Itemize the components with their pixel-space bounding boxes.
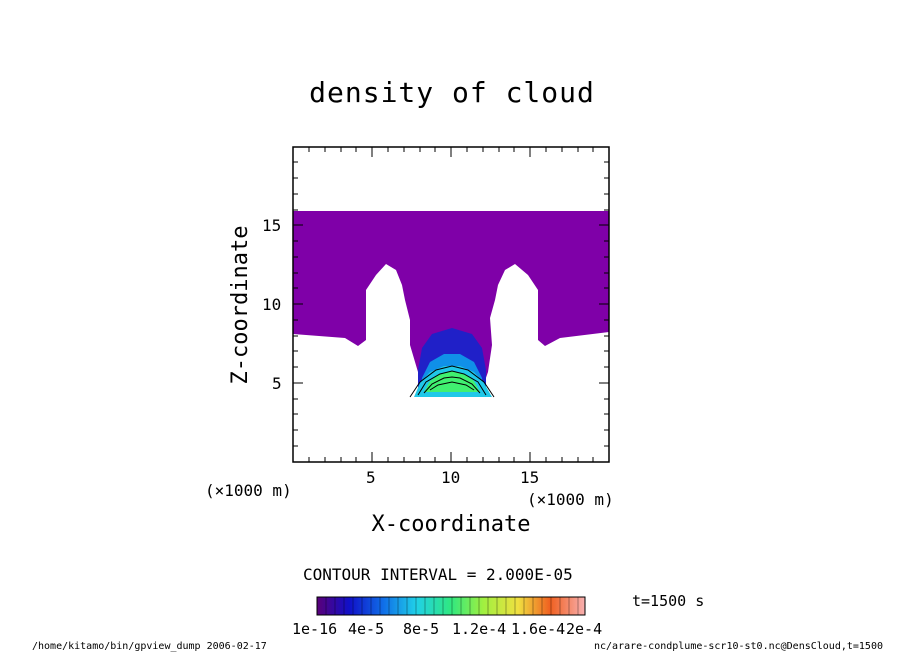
chart-title: density of cloud [309, 76, 595, 109]
contour-line [417, 370, 487, 396]
contour-line [429, 381, 475, 391]
colorbar-tick-label: 2e-4 [566, 620, 603, 638]
x-tick-label: 10 [441, 468, 461, 487]
contour-interval-label: CONTOUR INTERVAL = 2.000E-05 [303, 565, 573, 584]
x-tick-label: 15 [520, 468, 540, 487]
cloud-region-low [293, 211, 609, 395]
y-axis-ticks [293, 161, 609, 447]
y-tick-label: 5 [272, 374, 282, 393]
colorbar-tick-label: 1e-16 [292, 620, 338, 638]
colorbar [316, 596, 586, 616]
colorbar-divisions [325, 597, 579, 615]
contour-line [409, 365, 495, 398]
y-axis-label: Z-coordinate [228, 225, 253, 385]
y-tick-label: 15 [262, 216, 282, 235]
footer-right: nc/arare-condplume-scr10-st0.nc@DensClou… [594, 641, 883, 652]
x-axis-label: X-coordinate [371, 512, 531, 537]
colorbar-tick-label: 4e-5 [348, 620, 385, 638]
x-tick-label: 5 [366, 468, 376, 487]
y-tick-label: 10 [262, 295, 282, 314]
x-unit-label: (×1000 m) [527, 490, 614, 509]
footer-left: /home/kitamo/bin/gpview_dump 2006-02-17 [32, 641, 267, 652]
time-label: t=1500 s [632, 592, 705, 610]
colorbar-tick-label: 1.6e-4 [511, 620, 566, 638]
y-unit-label: (×1000 m) [205, 481, 292, 500]
colorbar-tick-label: 8e-5 [403, 620, 440, 638]
colorbar-tick-label: 1.2e-4 [452, 620, 507, 638]
x-axis-ticks [308, 147, 594, 462]
contour-line [423, 376, 481, 394]
